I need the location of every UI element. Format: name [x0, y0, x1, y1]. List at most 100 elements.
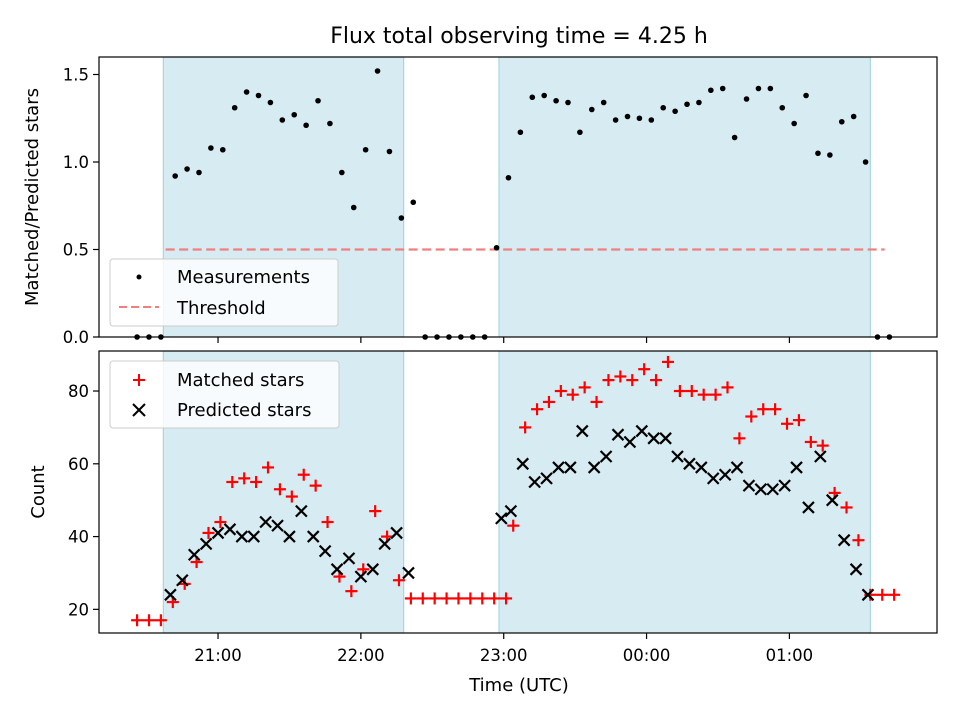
matched-star-point	[309, 479, 322, 492]
matched-star-point	[488, 592, 501, 605]
matched-star-point	[476, 592, 489, 605]
measurement-point	[803, 92, 809, 99]
measurement-point	[708, 87, 714, 94]
measurement-point	[779, 104, 786, 111]
measurement-point	[541, 92, 547, 99]
measurement-point	[374, 68, 381, 74]
measurement-point	[303, 122, 309, 129]
matched-star-point	[864, 588, 877, 601]
predicted-star-point	[283, 530, 296, 543]
matched-star-point	[697, 388, 710, 401]
matched-star-point	[154, 614, 167, 627]
matched-star-point	[852, 534, 865, 547]
measurement-point	[589, 106, 595, 113]
predicted-star-point	[504, 504, 518, 518]
measurement-point	[648, 117, 655, 123]
measurement-point	[672, 108, 678, 115]
bottom-y-axis-label: Count	[28, 465, 49, 518]
measurement-point	[636, 115, 643, 122]
predicted-star-point	[164, 588, 177, 602]
measurement-point	[184, 166, 190, 172]
matched-star-point	[452, 592, 465, 605]
predicted-star-point	[635, 424, 649, 438]
predicted-star-point	[849, 563, 863, 576]
measurement-point	[719, 85, 726, 92]
measurement-point	[172, 173, 178, 179]
measurement-point	[529, 94, 536, 101]
predicted-star-point	[223, 523, 237, 536]
measurement-point	[791, 120, 797, 127]
measurement-point	[505, 174, 512, 181]
predicted-star-point	[271, 519, 284, 532]
matched-star-point	[745, 410, 758, 423]
measurement-point	[398, 215, 405, 221]
matched-star-point	[769, 403, 782, 416]
matched-star-point	[792, 414, 805, 427]
predicted-star-point	[330, 563, 344, 576]
legend-matched-label: Matched stars	[177, 370, 304, 391]
predicted-star-point	[187, 548, 201, 562]
legend-predicted-marker	[132, 403, 146, 417]
predicted-star-point	[378, 537, 391, 551]
measurement-point	[255, 92, 262, 99]
predicted-star-point	[730, 461, 744, 474]
matched-star-point	[602, 374, 615, 387]
measurement-point	[267, 99, 274, 106]
measurement-point	[767, 85, 774, 92]
predicted-star-point	[402, 566, 415, 580]
x-tick-label: 00:00	[623, 646, 671, 665]
predicted-star-point	[295, 504, 308, 518]
matched-star-point	[273, 483, 286, 496]
matched-star-point	[428, 592, 441, 605]
legend-threshold-label: Threshold	[176, 298, 266, 319]
matched-star-point	[661, 355, 674, 368]
predicted-star-point	[611, 428, 625, 441]
measurement-point	[731, 134, 738, 141]
predicted-star-point	[516, 457, 530, 471]
matched-star-point	[888, 588, 901, 601]
predicted-star-point	[342, 552, 356, 565]
predicted-star-point	[790, 461, 803, 474]
top-y-tick-label: 0.0	[63, 328, 89, 347]
matched-star-point	[464, 592, 477, 605]
matched-star-point	[804, 435, 817, 448]
measurement-point	[339, 169, 345, 176]
measurement-point	[660, 104, 667, 111]
x-axis-label: Time (UTC)	[468, 675, 569, 696]
x-tick-label: 22:00	[337, 646, 385, 665]
legend-measurements-marker	[136, 274, 142, 280]
predicted-star-point	[576, 424, 589, 438]
top-legend: Measurements Threshold	[109, 258, 339, 327]
predicted-star-point	[235, 530, 249, 543]
predicted-star-point	[199, 537, 213, 551]
matched-star-point	[816, 439, 829, 452]
predicted-star-point	[259, 515, 272, 529]
x-tick-label: 21:00	[194, 646, 242, 665]
bottom-y-tick-label: 40	[68, 528, 89, 547]
measurement-point	[577, 129, 583, 136]
predicted-star-point	[623, 435, 637, 449]
matched-star-point	[226, 475, 239, 488]
matched-star-point	[416, 592, 429, 605]
measurement-point	[291, 111, 298, 118]
measurement-point	[696, 99, 702, 106]
chart-title: Flux total observing time = 4.25 h	[330, 24, 708, 49]
matched-star-point	[709, 388, 722, 401]
top-legend-box	[109, 258, 339, 327]
predicted-star-point	[354, 570, 368, 583]
measurement-point	[815, 150, 821, 157]
predicted-star-point	[671, 450, 684, 463]
measurement-point	[196, 169, 202, 176]
predicted-star-point	[802, 501, 815, 514]
matched-star-point	[519, 421, 532, 434]
top-axes-frame	[98, 56, 938, 338]
matched-star-point	[142, 614, 155, 627]
measurement-point	[553, 97, 559, 104]
predicted-star-point	[564, 461, 577, 474]
matched-star-point	[614, 370, 627, 383]
measurement-point	[684, 101, 690, 108]
bottom-axes-frame	[98, 350, 938, 634]
ratio-panel: 0.0 0.5 1.0 1.5 Matched/Predicted stars Mea…	[22, 56, 938, 347]
predicted-star-point	[247, 530, 261, 543]
